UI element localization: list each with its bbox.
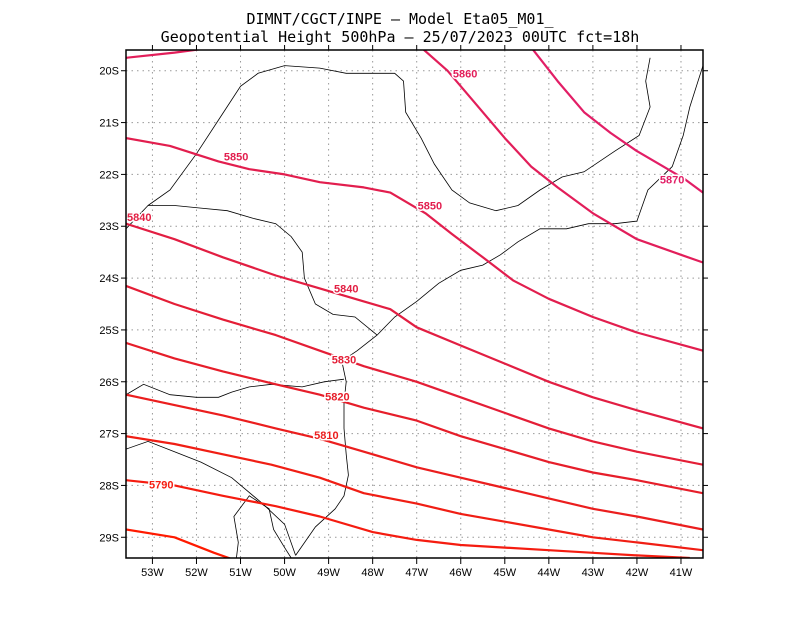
- lon-tick-label: 49W: [317, 567, 340, 579]
- contour-5870: [531, 50, 703, 194]
- map-frame: [125, 49, 704, 559]
- axis-ticks: 53W 52W 51W 50W 49W 48W 47W 46W 45W 44W 43W 42W 41W 2…: [99, 45, 708, 579]
- lat-tick-label: 28S: [99, 480, 119, 492]
- contour-label-5840: 5840: [334, 283, 358, 295]
- contour-label-5810: 5810: [314, 430, 338, 442]
- lon-tick-label: 41W: [670, 567, 693, 579]
- contour-5830: [126, 284, 703, 466]
- lat-tick-label: 25S: [99, 325, 119, 337]
- contour-5810: [126, 393, 703, 531]
- lon-tick-label: 45W: [493, 567, 516, 579]
- lat-tick-label: 27S: [99, 429, 119, 441]
- contour-5820: [126, 341, 703, 495]
- lat-tick-label: 29S: [99, 532, 119, 544]
- coastline-state-border-pr-sp: [126, 205, 378, 336]
- contour-label-5870: 5870: [660, 175, 684, 187]
- lat-tick-label: 22S: [99, 169, 119, 181]
- contour-5790: [126, 479, 690, 558]
- contour-5850: [126, 137, 703, 352]
- contour-5860: [126, 50, 703, 264]
- coastline-state-border-sp-mg: [147, 57, 651, 212]
- contour-labels: 5790 5810 5820 5830 5840 5840 5850 5850 5860 5870: [125, 67, 685, 493]
- contour-label-5840: 5840: [127, 212, 151, 224]
- lat-tick-label: 21S: [99, 118, 119, 130]
- coastlines: [126, 57, 703, 558]
- lat-tick-label: 26S: [99, 377, 119, 389]
- contour-5840: [126, 222, 703, 430]
- title-line-1: DIMNT/CGCT/INPE — Model Eta05_M01_: [246, 10, 554, 28]
- contour-label-5820: 5820: [325, 391, 349, 403]
- lat-tick-label: 24S: [99, 273, 119, 285]
- contour-label-5850: 5850: [418, 201, 442, 213]
- lon-tick-label: 48W: [361, 567, 384, 579]
- contour-label-5860: 5860: [453, 68, 477, 80]
- lat-tick-label: 20S: [99, 66, 119, 78]
- lon-tick-label: 42W: [626, 567, 649, 579]
- lon-tick-label: 47W: [405, 567, 428, 579]
- lon-tick-label: 51W: [229, 567, 252, 579]
- lon-tick-label: 44W: [538, 567, 561, 579]
- lon-tick-label: 50W: [273, 567, 296, 579]
- title-line-2: Geopotential Height 500hPa — 25/07/2023 …: [161, 28, 640, 46]
- lon-tick-label: 46W: [449, 567, 472, 579]
- coastline-lagoa-dos-patos: [233, 495, 292, 558]
- contour-label-5830: 5830: [332, 354, 356, 366]
- lon-tick-label: 53W: [141, 567, 164, 579]
- coastline-atlantic-coast: [295, 65, 703, 556]
- contour-5780: [126, 528, 233, 558]
- contour-lines: [126, 50, 703, 558]
- coastline-state-border-sc-rs: [126, 440, 296, 556]
- lon-tick-label: 43W: [582, 567, 605, 579]
- grid-lines: [126, 50, 703, 558]
- contour-label-5790: 5790: [149, 479, 173, 491]
- lat-tick-label: 23S: [99, 221, 119, 233]
- coastline-state-border-pr-sc: [126, 378, 345, 398]
- contour-label-5850: 5850: [224, 151, 248, 163]
- contour-5800: [126, 435, 703, 552]
- lon-tick-label: 52W: [185, 567, 208, 579]
